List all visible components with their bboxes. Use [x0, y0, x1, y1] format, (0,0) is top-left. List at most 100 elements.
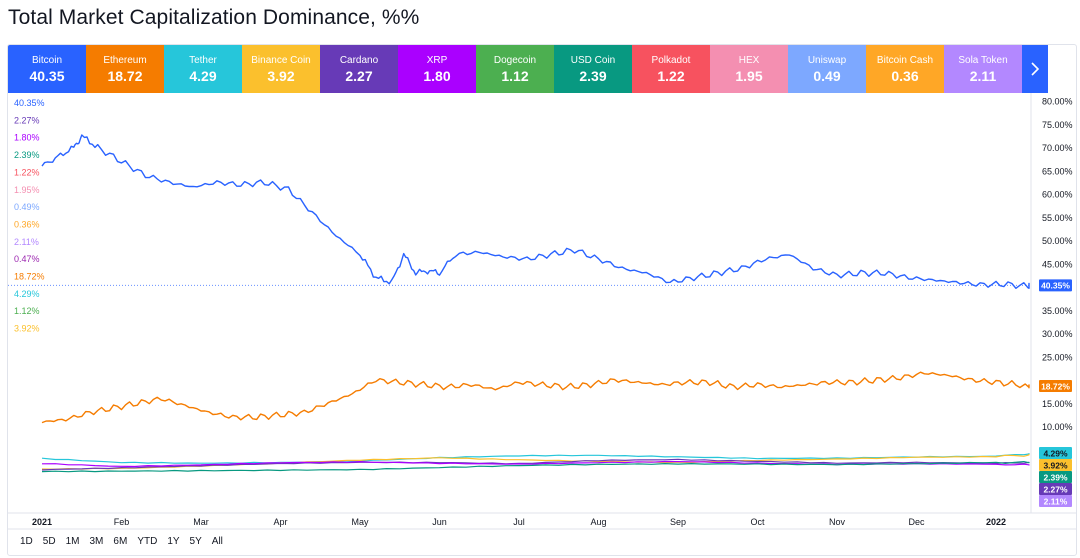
tile-name: USD Coin	[570, 54, 616, 66]
x-tick-label: Apr	[273, 517, 287, 527]
tile-name: Bitcoin Cash	[876, 54, 934, 66]
tile-value: 2.39	[579, 67, 607, 84]
left-value-label: 4.29%	[14, 289, 40, 299]
y-tick-label: 55.00%	[1042, 213, 1073, 223]
badge-background	[1039, 379, 1072, 392]
tile-value: 18.72	[107, 67, 143, 84]
tile-name: Sola Token	[958, 54, 1008, 66]
badge-background	[1039, 459, 1072, 472]
tile-binance-coin[interactable]: Binance Coin 3.92	[242, 45, 320, 93]
left-value-label: 2.11%	[14, 237, 39, 247]
series-line-binance-coin	[41, 453, 1030, 470]
tile-value: 1.12	[501, 67, 529, 84]
tile-value: 1.95	[735, 67, 763, 84]
tile-name: Binance Coin	[251, 54, 311, 66]
y-tick-label: 25.00%	[1042, 352, 1073, 362]
tile-sola-token[interactable]: Sola Token 2.11	[944, 45, 1022, 93]
x-tick-label: Jun	[432, 517, 447, 527]
x-tick-label: Oct	[750, 517, 765, 527]
tile-cardano[interactable]: Cardano 2.27	[320, 45, 398, 93]
chevron-right-icon[interactable]	[1022, 45, 1048, 93]
badge-text: 18.72%	[1041, 381, 1070, 391]
right-value-badge: 2.27%	[1039, 483, 1072, 496]
right-value-badge: 40.35%	[1039, 279, 1072, 292]
y-tick-label: 35.00%	[1042, 306, 1073, 316]
right-value-badge: 3.92%	[1039, 459, 1072, 472]
y-tick-label: 50.00%	[1042, 236, 1073, 246]
tile-name: HEX	[738, 54, 760, 66]
timeframe-bar: 1D 5D 1M 3M 6M YTD 1Y 5Y All	[20, 535, 228, 549]
timeframe-1m[interactable]: 1M	[65, 536, 80, 547]
left-value-label: 0.49%	[14, 202, 40, 212]
tile-tether[interactable]: Tether 4.29	[164, 45, 242, 93]
tile-ethereum[interactable]: Ethereum 18.72	[86, 45, 164, 93]
timeframe-3m[interactable]: 3M	[89, 536, 104, 547]
tile-dogecoin[interactable]: Dogecoin 1.12	[476, 45, 554, 93]
left-value-label: 1.12%	[14, 306, 40, 316]
series-line-usd-coin	[41, 461, 1030, 473]
right-value-badge: 4.29%	[1039, 447, 1072, 460]
x-tick-label: Jul	[513, 517, 525, 527]
chart-frame: Bitcoin 40.35 Ethereum 18.72 Tether 4.29 Binan…	[7, 44, 1077, 556]
tile-usd-coin[interactable]: USD Coin 2.39	[554, 45, 632, 93]
badge-text: 4.29%	[1043, 448, 1068, 458]
y-tick-label: 70.00%	[1042, 143, 1073, 153]
left-value-label: 2.27%	[14, 115, 40, 125]
y-tick-label: 45.00%	[1042, 259, 1073, 269]
x-tick-label: 2022	[986, 517, 1006, 527]
tile-uniswap[interactable]: Uniswap 0.49	[788, 45, 866, 93]
badge-text: 40.35%	[1041, 281, 1070, 291]
tile-name: Polkadot	[651, 54, 691, 66]
timeframe-all[interactable]: All	[211, 536, 223, 547]
timeframe-5d[interactable]: 5D	[42, 536, 56, 547]
y-tick-label: 60.00%	[1042, 190, 1073, 200]
x-tick-label: Feb	[114, 517, 130, 527]
badge-background	[1039, 483, 1072, 496]
tile-name: Cardano	[339, 54, 379, 66]
x-tick-label: Dec	[908, 517, 925, 527]
badge-background	[1039, 471, 1072, 484]
timeframe-5y[interactable]: 5Y	[189, 536, 202, 547]
tile-value: 2.11	[969, 67, 997, 84]
left-value-label: 0.36%	[14, 219, 40, 229]
x-tick-label: Nov	[829, 517, 846, 527]
tile-value: 0.36	[891, 67, 919, 84]
timeframe-6m[interactable]: 6M	[113, 536, 128, 547]
badge-text: 2.39%	[1043, 472, 1068, 482]
timeframe-1y[interactable]: 1Y	[167, 536, 180, 547]
left-value-label: 40.35%	[14, 98, 45, 108]
right-value-badge: 2.39%	[1039, 471, 1072, 484]
tile-value: 4.29	[189, 67, 217, 84]
tile-name: Tether	[189, 54, 217, 66]
x-tick-label: 2021	[32, 517, 52, 527]
badge-background	[1039, 495, 1072, 508]
x-tick-label: Sep	[670, 517, 686, 527]
tile-value: 2.27	[345, 67, 373, 84]
right-value-badge: 2.11%	[1039, 495, 1072, 508]
timeframe-ytd[interactable]: YTD	[137, 536, 158, 547]
left-value-label: 3.92%	[14, 324, 40, 334]
tile-bitcoin[interactable]: Bitcoin 40.35	[8, 45, 86, 93]
y-tick-label: 65.00%	[1042, 166, 1073, 176]
right-value-badge: 18.72%	[1039, 379, 1072, 392]
y-tick-label: 10.00%	[1042, 422, 1073, 432]
x-tick-label: Mar	[193, 517, 209, 527]
tile-bitcoin-cash[interactable]: Bitcoin Cash 0.36	[866, 45, 944, 93]
tile-xrp[interactable]: XRP 1.80	[398, 45, 476, 93]
dominance-chart[interactable]: 80.00% 75.00% 70.00% 65.00% 60.00% 55.00% 50.0…	[8, 93, 1077, 533]
left-value-label: 1.22%	[14, 167, 40, 177]
series-line-cardano	[41, 458, 1030, 471]
y-tick-label: 80.00%	[1042, 97, 1073, 107]
left-value-label: 1.95%	[14, 185, 40, 195]
tile-name: Uniswap	[807, 54, 847, 66]
tile-value: 3.92	[267, 67, 295, 84]
left-value-label: 1.80%	[14, 133, 40, 143]
tile-value: 40.35	[29, 67, 65, 84]
tile-hex[interactable]: HEX 1.95	[710, 45, 788, 93]
tile-polkadot[interactable]: Polkadot 1.22	[632, 45, 710, 93]
tile-name: XRP	[426, 54, 448, 66]
y-tick-label: 75.00%	[1042, 120, 1073, 130]
asset-tiles: Bitcoin 40.35 Ethereum 18.72 Tether 4.29 Binan…	[8, 45, 1076, 93]
tile-value: 1.80	[423, 67, 451, 84]
timeframe-1d[interactable]: 1D	[20, 536, 33, 547]
